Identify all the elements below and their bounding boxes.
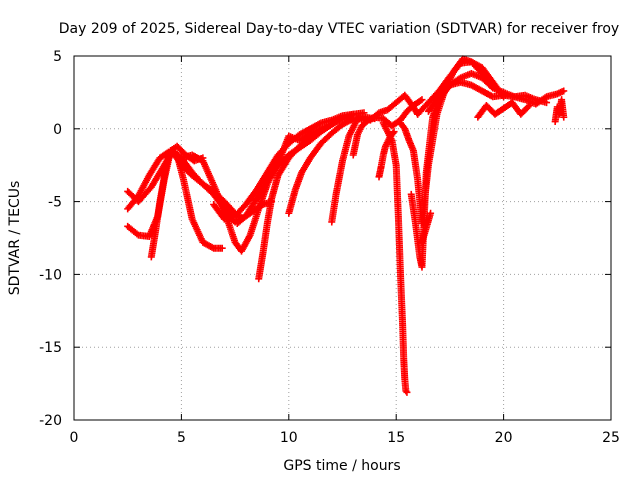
data-point xyxy=(403,388,411,396)
data-point xyxy=(402,387,410,395)
axis-ticks: 0 5 10 15 20 25 5 0 -5 -10 -15 -20 xyxy=(39,49,620,446)
series-arc-4 xyxy=(147,142,207,261)
data-point xyxy=(524,103,532,111)
data-point xyxy=(306,134,314,142)
series-arc-21 xyxy=(551,96,568,126)
y-tick-label: -5 xyxy=(48,195,62,211)
series-arc-20 xyxy=(474,99,533,121)
chart-title: Day 209 of 2025, Sidereal Day-to-day VTE… xyxy=(59,21,619,37)
series-arc-17 xyxy=(414,58,508,118)
series-arc-8 xyxy=(233,198,276,227)
data-point xyxy=(390,128,398,136)
x-tick-label: 15 xyxy=(387,430,405,446)
y-tick-label: -10 xyxy=(39,267,62,283)
series-arc-13 xyxy=(379,119,411,396)
series-arc-9 xyxy=(255,134,314,283)
series-arc-18 xyxy=(418,209,435,246)
x-tick-label: 10 xyxy=(280,430,298,446)
series-arc-15 xyxy=(396,55,551,227)
y-tick-label: 0 xyxy=(53,122,62,138)
series-arc-16 xyxy=(407,69,497,271)
data-point xyxy=(417,97,425,105)
x-axis-label: GPS time / hours xyxy=(283,458,400,474)
x-tick-label: 20 xyxy=(495,430,513,446)
series-arc-19 xyxy=(424,78,568,115)
y-tick-label: -20 xyxy=(39,413,62,429)
series-arc-10 xyxy=(285,113,379,217)
y-axis-label: SDTVAR / TECUs xyxy=(7,181,23,296)
data-point xyxy=(418,96,426,104)
x-tick-label: 0 xyxy=(70,430,79,446)
data-point xyxy=(389,129,397,137)
data-points xyxy=(124,55,568,396)
series-arc-14 xyxy=(375,128,398,181)
x-tick-label: 25 xyxy=(602,430,620,446)
y-tick-label: -15 xyxy=(39,340,62,356)
data-point xyxy=(427,209,435,217)
x-tick-label: 5 xyxy=(177,430,186,446)
data-point xyxy=(525,102,533,110)
data-point xyxy=(560,87,568,95)
plot-frame xyxy=(73,55,612,421)
data-point xyxy=(560,113,568,121)
data-point xyxy=(218,244,226,252)
series-arc-12 xyxy=(349,96,426,159)
y-tick-label: 5 xyxy=(53,49,62,65)
grid-lines xyxy=(74,56,611,420)
